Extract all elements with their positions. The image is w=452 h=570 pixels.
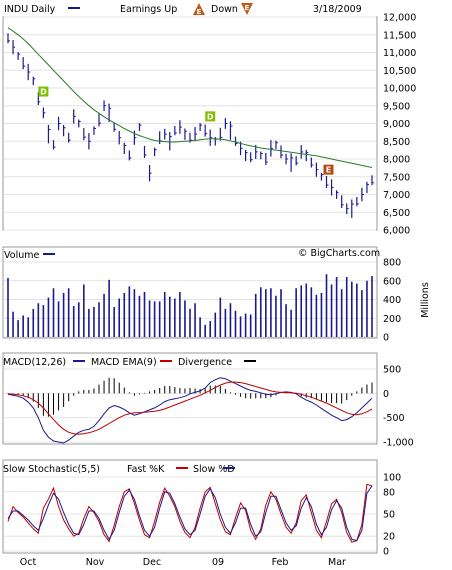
svg-text:D: D [207, 112, 214, 121]
fast-k-label: Fast %K [127, 464, 165, 475]
earnings-up-badge: E [193, 3, 205, 16]
x-tick-label: 09 [212, 557, 224, 568]
y-tick-label: 11,500 [383, 30, 416, 41]
y-tick-label: 500 [383, 365, 401, 376]
price-panel: 12,000 11,500 11,000 10,500 10,000 9,500 9,000… [2, 13, 416, 237]
slow-d-label: Slow %D [193, 464, 235, 475]
volume-title: Volume [4, 250, 39, 261]
y-tick-label: 10,500 [383, 66, 416, 77]
svg-text:E: E [245, 4, 250, 12]
x-tick-label: Mar [328, 557, 346, 568]
x-tick-label: Dec [143, 557, 161, 568]
macd-ema-label: MACD EMA(9) [91, 357, 157, 368]
y-tick-label: 50 [383, 510, 395, 521]
chart-date: 3/18/2009 [313, 4, 362, 15]
volume-axis-label: Millions [420, 282, 431, 318]
svg-text:E: E [326, 166, 331, 175]
y-tick-label: 6,500 [383, 208, 410, 219]
y-tick-label: 600 [383, 276, 401, 287]
y-tick-label: 0 [383, 547, 389, 558]
y-tick-label: 80 [383, 487, 395, 498]
chart-header: INDU Daily Earnings Up E Down E 3/18/200… [4, 3, 362, 16]
dividend-marker: D [205, 111, 216, 122]
x-tick-label: Nov [86, 557, 105, 568]
macd-ema-line [7, 381, 373, 435]
y-tick-label: 800 [383, 258, 401, 269]
watermark: © BigCharts.com [298, 248, 380, 259]
svg-text:E: E [197, 8, 202, 16]
y-tick-label: 6,000 [383, 226, 410, 237]
divergence-label: Divergence [178, 357, 232, 368]
macd-panel: MACD(12,26) MACD EMA(9) Divergence 500 0 -… [2, 352, 414, 449]
stochastic-panel: Slow Stochastic(5,5) Fast %K Slow %D 100… [2, 459, 401, 558]
y-tick-label: 200 [383, 314, 401, 325]
y-tick-label: 12,000 [383, 13, 416, 24]
symbol-label: INDU Daily [4, 4, 56, 15]
slow-d-line [7, 485, 373, 542]
y-tick-label: -500 [383, 413, 405, 424]
y-tick-label: 0 [383, 389, 389, 400]
macd-title: MACD(12,26) [3, 357, 66, 368]
macd-line [7, 377, 373, 444]
y-tick-label: 11,000 [383, 48, 416, 59]
y-tick-label: 20 [383, 532, 395, 543]
volume-panel: Volume © BigCharts.com Millions 800 600 40… [2, 246, 431, 344]
y-tick-label: 9,000 [383, 119, 410, 130]
y-tick-label: 7,000 [383, 190, 410, 201]
stochastic-title: Slow Stochastic(5,5) [3, 464, 100, 475]
y-tick-label: -1,000 [383, 438, 414, 449]
volume-panel-frame [2, 246, 378, 339]
macd-panel-frame [2, 352, 378, 445]
moving-average-line [7, 27, 373, 168]
x-axis: Oct Nov Dec 09 Feb Mar [20, 557, 346, 568]
x-tick-label: Feb [272, 557, 289, 568]
y-tick-label: 7,500 [383, 172, 410, 183]
svg-text:D: D [40, 88, 47, 97]
y-tick-label: 10,000 [383, 84, 416, 95]
y-tick-label: 8,500 [383, 137, 410, 148]
y-tick-label: 100 [383, 473, 401, 484]
earnings-label: Earnings Up [120, 4, 177, 15]
dividend-marker: D [38, 86, 49, 97]
x-tick-label: Oct [20, 557, 37, 568]
earnings-marker: E [323, 164, 334, 175]
y-tick-label: 400 [383, 295, 401, 306]
down-label: Down [211, 4, 238, 15]
stochastic-panel-frame [2, 459, 378, 554]
y-tick-label: 0 [383, 333, 389, 344]
y-tick-label: 9,500 [383, 101, 410, 112]
earnings-down-badge: E [241, 3, 253, 15]
y-tick-label: 8,000 [383, 155, 410, 166]
fast-k-line [7, 483, 373, 543]
